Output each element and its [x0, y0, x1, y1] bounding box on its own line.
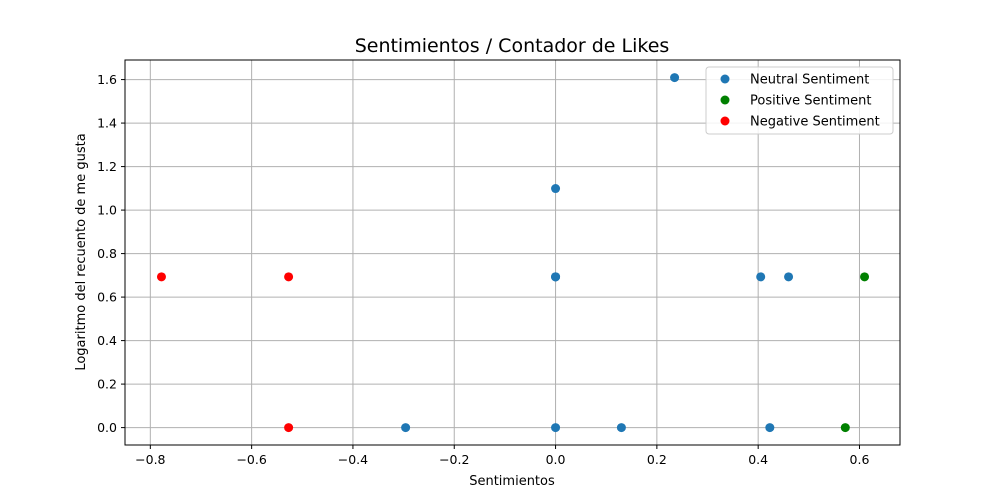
points-layer [156, 73, 870, 433]
y-tick-label: 1.6 [97, 72, 117, 87]
x-tick-label: −0.4 [338, 452, 368, 467]
legend: Neutral Sentiment Positive Sentiment Negat… [705, 66, 894, 135]
data-point [551, 272, 561, 282]
x-tick-label: −0.2 [439, 452, 469, 467]
x-tick-label: 0.6 [850, 452, 870, 467]
data-point [784, 272, 794, 282]
data-point [840, 423, 850, 433]
legend-label: Positive Sentiment [750, 94, 871, 109]
legend-marker [720, 95, 730, 105]
x-tick-label: 0.0 [546, 452, 566, 467]
legend-label: Negative Sentiment [750, 115, 880, 130]
ticks-layer: −0.8 −0.6 −0.4 −0.2 0.0 0.2 0.4 0.6 0.0 0.2 0.4 0.6… [97, 72, 869, 467]
x-tick-label: −0.8 [135, 452, 165, 467]
y-tick-label: 1.2 [97, 159, 117, 174]
data-point [284, 272, 294, 282]
x-tick-label: −0.6 [236, 452, 266, 467]
grid-layer [125, 60, 900, 445]
data-point [401, 423, 411, 433]
data-point [156, 272, 166, 282]
y-tick-label: 0.0 [97, 420, 117, 435]
x-axis-label: Sentimientos [469, 474, 555, 489]
y-tick-label: 0.8 [97, 246, 117, 261]
data-point [616, 423, 626, 433]
data-point [860, 272, 870, 282]
y-axis-label: Logaritmo del recuento de me gusta [74, 133, 89, 370]
y-tick-label: 1.0 [97, 203, 117, 218]
legend-marker [720, 116, 730, 126]
data-point [670, 73, 680, 83]
y-tick-label: 0.4 [97, 333, 117, 348]
legend-marker [720, 74, 730, 84]
data-point [284, 423, 294, 433]
chart-title: Sentimientos / Contador de Likes [355, 35, 670, 57]
plot-frame [124, 59, 901, 446]
data-point [765, 423, 775, 433]
data-point [551, 423, 561, 433]
legend-label: Neutral Sentiment [750, 73, 869, 88]
y-tick-label: 0.6 [97, 290, 117, 305]
y-tick-label: 0.2 [97, 377, 117, 392]
x-tick-label: 0.4 [748, 452, 768, 467]
legend-box [705, 66, 894, 135]
y-tick-label: 1.4 [97, 116, 117, 131]
data-point [756, 272, 766, 282]
data-point [551, 184, 561, 194]
x-tick-label: 0.2 [647, 452, 667, 467]
